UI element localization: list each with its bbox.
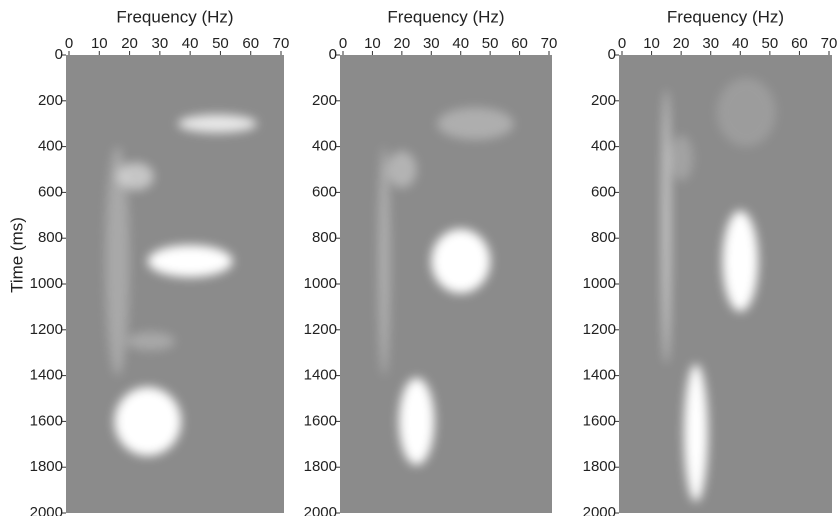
energy-blob bbox=[126, 332, 175, 351]
y-tick-label: 600 bbox=[38, 183, 63, 200]
energy-blob bbox=[684, 364, 708, 502]
y-tick-label: 200 bbox=[591, 92, 616, 109]
energy-blob bbox=[114, 387, 182, 456]
energy-blob bbox=[716, 77, 776, 147]
y-tick-label: 1800 bbox=[304, 458, 337, 475]
x-tick-label: 40 bbox=[182, 35, 199, 52]
y-tick-label: 2000 bbox=[304, 504, 337, 516]
x-tick-label: 10 bbox=[91, 35, 108, 52]
panel: Frequency (Hz) 0 10 20 30 40 50 60 70 0 200 400 600 8… bbox=[304, 7, 558, 516]
x-tick-label: 40 bbox=[732, 35, 749, 52]
energy-blob bbox=[117, 162, 154, 191]
energy-blob bbox=[398, 377, 435, 465]
y-tick-label: 2000 bbox=[583, 504, 616, 516]
y-tick-label: 1600 bbox=[30, 412, 63, 429]
x-tick-label: 20 bbox=[673, 35, 690, 52]
x-axis-title: Frequency (Hz) bbox=[387, 7, 504, 26]
y-tick-label: 1200 bbox=[304, 321, 337, 338]
x-tick-label: 0 bbox=[618, 35, 626, 52]
y-tick-label: 1000 bbox=[304, 275, 337, 292]
y-tick-label: 1000 bbox=[583, 275, 616, 292]
energy-blob bbox=[669, 135, 693, 181]
x-tick-label: 60 bbox=[511, 35, 528, 52]
y-tick-label: 800 bbox=[591, 229, 616, 246]
image-layer bbox=[105, 114, 257, 456]
y-tick-label: 1000 bbox=[30, 275, 63, 292]
energy-blob bbox=[178, 114, 257, 133]
y-tick-label: 1200 bbox=[583, 321, 616, 338]
x-tick-label: 70 bbox=[273, 35, 290, 52]
y-axis-title: Time (ms) bbox=[7, 217, 26, 293]
energy-blob bbox=[437, 107, 514, 140]
image-layer bbox=[661, 77, 776, 502]
x-tick-label: 0 bbox=[339, 35, 347, 52]
x-tick-label: 50 bbox=[212, 35, 229, 52]
y-tick-label: 1400 bbox=[30, 367, 63, 384]
y-tick-label: 200 bbox=[38, 92, 63, 109]
y-tick-label: 1800 bbox=[30, 458, 63, 475]
panel: Frequency (Hz) 0 10 20 30 40 50 60 70 0 200 400 600 8… bbox=[583, 7, 838, 516]
x-tick-label: 20 bbox=[394, 35, 411, 52]
energy-blob bbox=[147, 245, 233, 278]
y-tick-label: 1600 bbox=[304, 412, 337, 429]
panel: Frequency (Hz) 0 10 20 30 40 50 60 70 0 200 400 600 8… bbox=[7, 7, 289, 516]
x-tick-label: 60 bbox=[791, 35, 808, 52]
x-axis-title: Frequency (Hz) bbox=[116, 7, 233, 26]
x-tick-label: 30 bbox=[423, 35, 440, 52]
y-tick-label: 0 bbox=[608, 46, 616, 63]
x-tick-label: 70 bbox=[541, 35, 558, 52]
y-tick-label: 2000 bbox=[30, 504, 63, 516]
y-tick-label: 400 bbox=[591, 138, 616, 155]
y-tick-label: 600 bbox=[591, 183, 616, 200]
y-tick-label: 400 bbox=[312, 138, 337, 155]
y-tick-label: 800 bbox=[312, 229, 337, 246]
y-tick-label: 400 bbox=[38, 138, 63, 155]
y-tick-label: 200 bbox=[312, 92, 337, 109]
image-layer bbox=[378, 107, 514, 465]
x-tick-label: 70 bbox=[821, 35, 838, 52]
y-tick-label: 1400 bbox=[304, 367, 337, 384]
energy-blob bbox=[378, 146, 391, 376]
x-tick-label: 30 bbox=[152, 35, 169, 52]
x-tick-label: 60 bbox=[242, 35, 259, 52]
x-axis-title: Frequency (Hz) bbox=[667, 7, 784, 26]
energy-blob bbox=[722, 210, 759, 312]
y-tick-label: 600 bbox=[312, 183, 337, 200]
y-tick-label: 1200 bbox=[30, 321, 63, 338]
x-tick-label: 20 bbox=[121, 35, 138, 52]
x-tick-label: 50 bbox=[482, 35, 499, 52]
x-tick-label: 50 bbox=[762, 35, 779, 52]
energy-blob bbox=[105, 146, 130, 376]
energy-blob bbox=[387, 151, 417, 188]
y-tick-label: 1400 bbox=[583, 367, 616, 384]
y-tick-label: 0 bbox=[329, 46, 337, 63]
y-tick-label: 800 bbox=[38, 229, 63, 246]
x-tick-label: 10 bbox=[643, 35, 660, 52]
y-tick-label: 1600 bbox=[583, 412, 616, 429]
x-tick-label: 0 bbox=[65, 35, 73, 52]
energy-blob bbox=[431, 229, 491, 294]
y-tick-label: 1800 bbox=[583, 458, 616, 475]
energy-blob bbox=[661, 89, 671, 365]
x-tick-label: 40 bbox=[452, 35, 469, 52]
y-tick-label: 0 bbox=[55, 46, 63, 63]
x-tick-label: 30 bbox=[702, 35, 719, 52]
x-tick-label: 10 bbox=[364, 35, 381, 52]
